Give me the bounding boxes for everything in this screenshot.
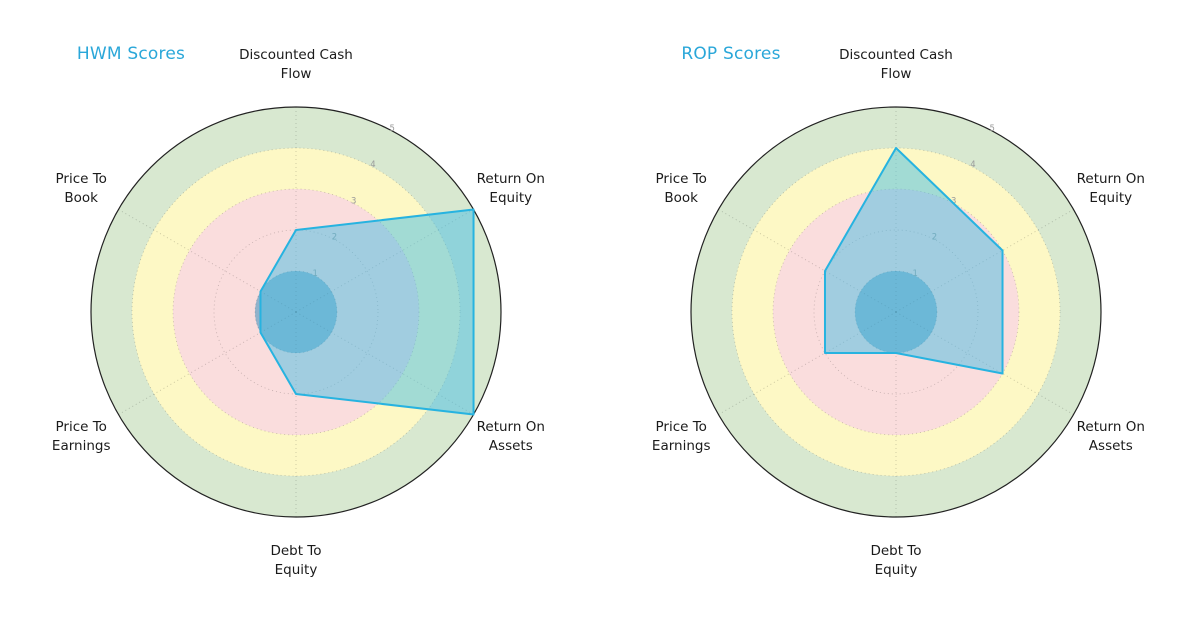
axis-category-label: Debt To Equity <box>270 543 321 578</box>
chart-title-hwm: HWM Scores <box>76 44 186 64</box>
axis-category-label: Price To Earnings <box>652 419 711 454</box>
axis-category-label: Return On Assets <box>477 419 545 454</box>
radial-tick-label: 4 <box>370 160 375 170</box>
axis-category-label: Return On Equity <box>1077 171 1145 206</box>
chart-title-rop: ROP Scores <box>681 44 781 64</box>
score-polygon <box>259 208 475 416</box>
outer-circle <box>690 106 1102 518</box>
axis-category-label: Return On Equity <box>477 171 545 206</box>
axis-category-label: Price To Earnings <box>52 419 111 454</box>
chart-rop: ROP Scores 12345Discounted CashFlowRetur… <box>600 0 1200 625</box>
axis-category-label: Discounted Cash Flow <box>239 47 353 82</box>
outer-circle <box>90 106 502 518</box>
chart-hwm: HWM Scores 12345Discounted CashFlowRetur… <box>52 44 545 578</box>
radial-tick-label: 3 <box>951 196 956 206</box>
score-polygon <box>823 147 1004 375</box>
axis-category-label: Price To Book <box>656 171 707 206</box>
radial-tick-label: 4 <box>970 160 975 170</box>
axis-category-label: Return On Assets <box>1077 419 1145 454</box>
radial-tick-label: 5 <box>390 124 395 134</box>
axis-category-label: Debt To Equity <box>870 543 921 578</box>
radial-tick-label: 3 <box>351 196 356 206</box>
grid-ring <box>772 188 1020 436</box>
radial-tick-label: 5 <box>990 124 995 134</box>
axis-category-label: Price To Book <box>56 171 107 206</box>
axis-category-label: Discounted Cash Flow <box>839 47 953 82</box>
